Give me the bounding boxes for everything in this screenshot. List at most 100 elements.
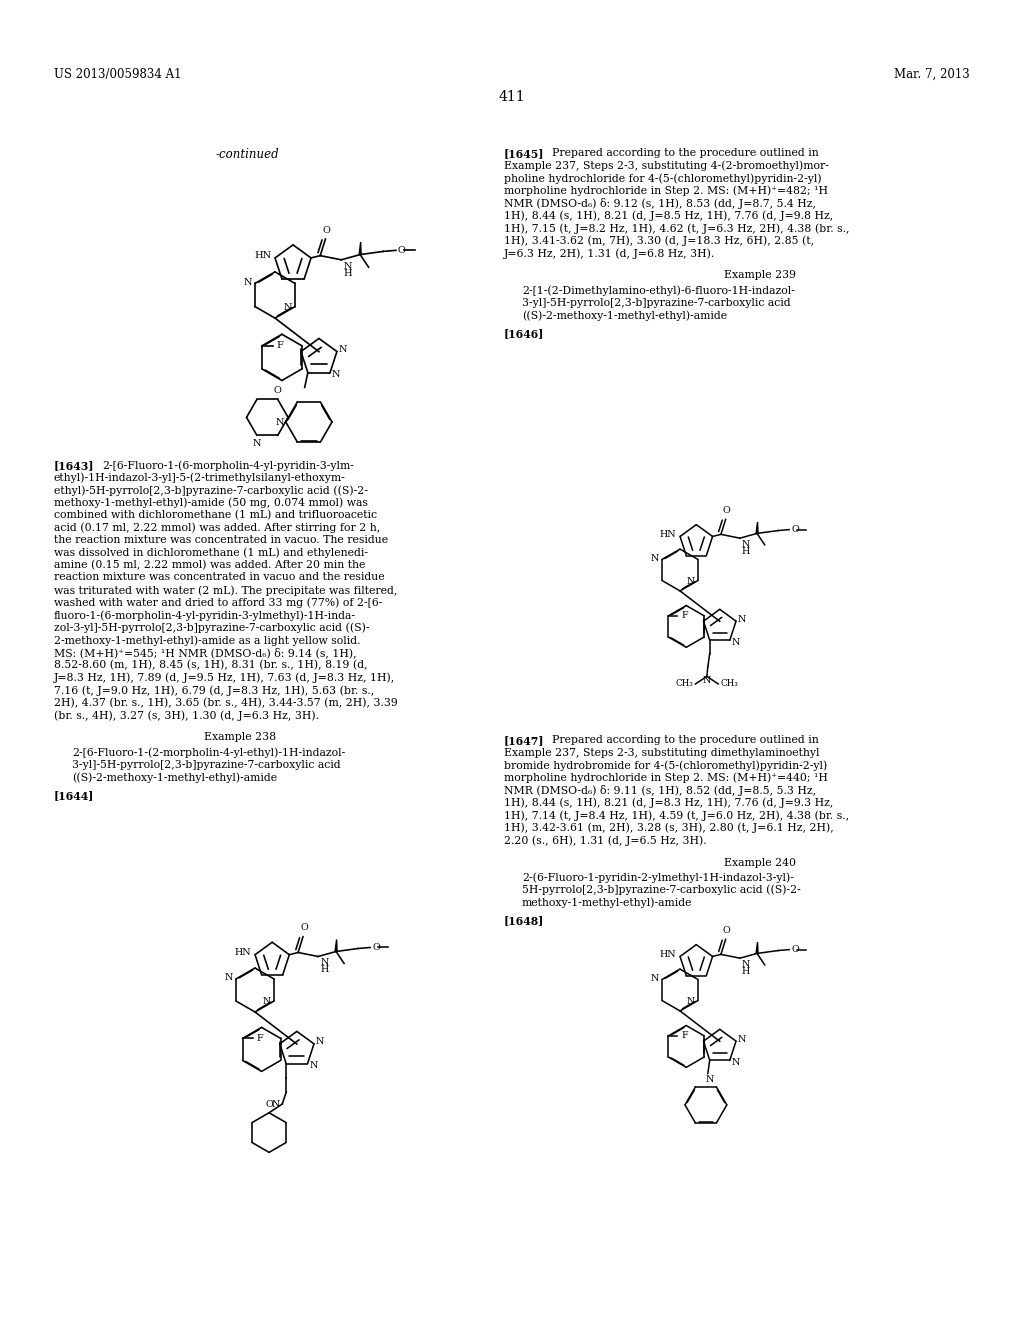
Text: H: H bbox=[742, 968, 751, 977]
Text: F: F bbox=[257, 1034, 263, 1043]
Text: 411: 411 bbox=[499, 90, 525, 104]
Text: NMR (DMSO-d₆) δ: 9.11 (s, 1H), 8.52 (dd, J=8.5, 5.3 Hz,: NMR (DMSO-d₆) δ: 9.11 (s, 1H), 8.52 (dd,… bbox=[504, 785, 816, 796]
Text: H: H bbox=[742, 548, 751, 556]
Text: F: F bbox=[681, 1031, 688, 1040]
Text: ethyl)-5H-pyrrolo[2,3-b]pyrazine-7-carboxylic acid ((S)-2-: ethyl)-5H-pyrrolo[2,3-b]pyrazine-7-carbo… bbox=[54, 484, 368, 495]
Text: O: O bbox=[792, 945, 799, 954]
Text: 3-yl]-5H-pyrrolo[2,3-b]pyrazine-7-carboxylic acid: 3-yl]-5H-pyrrolo[2,3-b]pyrazine-7-carbox… bbox=[522, 297, 791, 308]
Text: N: N bbox=[738, 1035, 746, 1044]
Text: O: O bbox=[792, 525, 799, 535]
Text: O: O bbox=[398, 246, 406, 255]
Text: Prepared according to the procedure outlined in: Prepared according to the procedure outl… bbox=[552, 148, 819, 158]
Text: Example 238: Example 238 bbox=[204, 733, 276, 742]
Text: Example 239: Example 239 bbox=[724, 271, 796, 281]
Text: washed with water and dried to afford 33 mg (77%) of 2-[6-: washed with water and dried to afford 33… bbox=[54, 598, 382, 609]
Text: HN: HN bbox=[254, 251, 271, 260]
Text: N: N bbox=[316, 1038, 325, 1047]
Text: 1H), 3.41-3.62 (m, 7H), 3.30 (d, J=18.3 Hz, 6H), 2.85 (t,: 1H), 3.41-3.62 (m, 7H), 3.30 (d, J=18.3 … bbox=[504, 235, 814, 246]
Text: O: O bbox=[323, 226, 331, 235]
Text: N: N bbox=[687, 577, 695, 586]
Text: MS: (M+H)⁺=545; ¹H NMR (DMSO-d₆) δ: 9.14 (s, 1H),: MS: (M+H)⁺=545; ¹H NMR (DMSO-d₆) δ: 9.14… bbox=[54, 648, 356, 659]
Text: HN: HN bbox=[234, 948, 251, 957]
Text: N: N bbox=[224, 974, 232, 982]
Text: F: F bbox=[681, 611, 688, 620]
Text: N: N bbox=[650, 974, 658, 983]
Text: N: N bbox=[738, 615, 746, 623]
Text: morpholine hydrochloride in Step 2. MS: (M+H)⁺=440; ¹H: morpholine hydrochloride in Step 2. MS: … bbox=[504, 772, 827, 783]
Text: zol-3-yl]-5H-pyrrolo[2,3-b]pyrazine-7-carboxylic acid ((S)-: zol-3-yl]-5H-pyrrolo[2,3-b]pyrazine-7-ca… bbox=[54, 623, 370, 634]
Text: ((S)-2-methoxy-1-methyl-ethyl)-amide: ((S)-2-methoxy-1-methyl-ethyl)-amide bbox=[522, 310, 727, 321]
Text: Example 237, Steps 2-3, substituting dimethylaminoethyl: Example 237, Steps 2-3, substituting dim… bbox=[504, 747, 819, 758]
Text: CH₃: CH₃ bbox=[720, 680, 738, 689]
Text: HN: HN bbox=[659, 950, 676, 958]
Text: N: N bbox=[706, 1074, 715, 1084]
Text: Mar. 7, 2013: Mar. 7, 2013 bbox=[894, 69, 970, 81]
Text: amine (0.15 ml, 2.22 mmol) was added. After 20 min the: amine (0.15 ml, 2.22 mmol) was added. Af… bbox=[54, 560, 366, 570]
Text: pholine hydrochloride for 4-(5-(chloromethyl)pyridin-2-yl): pholine hydrochloride for 4-(5-(chlorome… bbox=[504, 173, 821, 183]
Text: F: F bbox=[276, 342, 284, 350]
Text: O: O bbox=[273, 387, 282, 396]
Text: H: H bbox=[343, 269, 352, 277]
Text: 2-(6-Fluoro-1-pyridin-2-ylmethyl-1H-indazol-3-yl)-: 2-(6-Fluoro-1-pyridin-2-ylmethyl-1H-inda… bbox=[522, 873, 794, 883]
Text: -continued: -continued bbox=[216, 148, 280, 161]
Text: N: N bbox=[272, 1101, 281, 1110]
Text: O: O bbox=[300, 924, 308, 932]
Text: N: N bbox=[332, 370, 341, 379]
Text: reaction mixture was concentrated in vacuo and the residue: reaction mixture was concentrated in vac… bbox=[54, 573, 385, 582]
Text: N: N bbox=[687, 997, 695, 1006]
Text: J=8.3 Hz, 1H), 7.89 (d, J=9.5 Hz, 1H), 7.63 (d, J=8.3 Hz, 1H),: J=8.3 Hz, 1H), 7.89 (d, J=9.5 Hz, 1H), 7… bbox=[54, 672, 395, 682]
Text: [1648]: [1648] bbox=[504, 916, 545, 927]
Text: 1H), 8.44 (s, 1H), 8.21 (d, J=8.3 Hz, 1H), 7.76 (d, J=9.3 Hz,: 1H), 8.44 (s, 1H), 8.21 (d, J=8.3 Hz, 1H… bbox=[504, 797, 834, 808]
Text: H: H bbox=[321, 965, 329, 974]
Text: [1644]: [1644] bbox=[54, 791, 94, 801]
Text: ((S)-2-methoxy-1-methyl-ethyl)-amide: ((S)-2-methoxy-1-methyl-ethyl)-amide bbox=[72, 772, 278, 783]
Text: 2-[6-Fluoro-1-(2-morpholin-4-yl-ethyl)-1H-indazol-: 2-[6-Fluoro-1-(2-morpholin-4-yl-ethyl)-1… bbox=[72, 747, 345, 758]
Text: N: N bbox=[263, 998, 271, 1006]
Text: Prepared according to the procedure outlined in: Prepared according to the procedure outl… bbox=[552, 735, 819, 744]
Text: Example 237, Steps 2-3, substituting 4-(2-bromoethyl)mor-: Example 237, Steps 2-3, substituting 4-(… bbox=[504, 161, 828, 172]
Text: 2-[6-Fluoro-1-(6-morpholin-4-yl-pyridin-3-ylm-: 2-[6-Fluoro-1-(6-morpholin-4-yl-pyridin-… bbox=[102, 459, 354, 470]
Text: methoxy-1-methyl-ethyl)-amide: methoxy-1-methyl-ethyl)-amide bbox=[522, 898, 692, 908]
Polygon shape bbox=[359, 242, 361, 255]
Text: US 2013/0059834 A1: US 2013/0059834 A1 bbox=[54, 69, 181, 81]
Text: [1646]: [1646] bbox=[504, 329, 545, 339]
Text: 2H), 4.37 (br. s., 1H), 3.65 (br. s., 4H), 3.44-3.57 (m, 2H), 3.39: 2H), 4.37 (br. s., 1H), 3.65 (br. s., 4H… bbox=[54, 697, 397, 708]
Text: 5H-pyrrolo[2,3-b]pyrazine-7-carboxylic acid ((S)-2-: 5H-pyrrolo[2,3-b]pyrazine-7-carboxylic a… bbox=[522, 884, 801, 895]
Text: 3-yl]-5H-pyrrolo[2,3-b]pyrazine-7-carboxylic acid: 3-yl]-5H-pyrrolo[2,3-b]pyrazine-7-carbox… bbox=[72, 759, 341, 770]
Text: N: N bbox=[253, 440, 261, 449]
Text: O: O bbox=[372, 942, 380, 952]
Text: fluoro-1-(6-morpholin-4-yl-pyridin-3-ylmethyl)-1H-inda-: fluoro-1-(6-morpholin-4-yl-pyridin-3-ylm… bbox=[54, 610, 356, 620]
Text: N: N bbox=[650, 554, 658, 564]
Text: morpholine hydrochloride in Step 2. MS: (M+H)⁺=482; ¹H: morpholine hydrochloride in Step 2. MS: … bbox=[504, 186, 828, 197]
Text: was triturated with water (2 mL). The precipitate was filtered,: was triturated with water (2 mL). The pr… bbox=[54, 585, 397, 595]
Text: was dissolved in dichloromethane (1 mL) and ethylenedi-: was dissolved in dichloromethane (1 mL) … bbox=[54, 548, 368, 558]
Text: 2.20 (s., 6H), 1.31 (d, J=6.5 Hz, 3H).: 2.20 (s., 6H), 1.31 (d, J=6.5 Hz, 3H). bbox=[504, 836, 707, 846]
Text: O: O bbox=[265, 1100, 273, 1109]
Text: 8.52-8.60 (m, 1H), 8.45 (s, 1H), 8.31 (br. s., 1H), 8.19 (d,: 8.52-8.60 (m, 1H), 8.45 (s, 1H), 8.31 (b… bbox=[54, 660, 368, 671]
Text: 1H), 8.44 (s, 1H), 8.21 (d, J=8.5 Hz, 1H), 7.76 (d, J=9.8 Hz,: 1H), 8.44 (s, 1H), 8.21 (d, J=8.5 Hz, 1H… bbox=[504, 210, 834, 220]
Text: methoxy-1-methyl-ethyl)-amide (50 mg, 0.074 mmol) was: methoxy-1-methyl-ethyl)-amide (50 mg, 0.… bbox=[54, 498, 368, 508]
Text: (br. s., 4H), 3.27 (s, 3H), 1.30 (d, J=6.3 Hz, 3H).: (br. s., 4H), 3.27 (s, 3H), 1.30 (d, J=6… bbox=[54, 710, 319, 721]
Text: Example 240: Example 240 bbox=[724, 858, 796, 867]
Text: acid (0.17 ml, 2.22 mmol) was added. After stirring for 2 h,: acid (0.17 ml, 2.22 mmol) was added. Aft… bbox=[54, 523, 380, 533]
Polygon shape bbox=[756, 942, 758, 953]
Text: N: N bbox=[343, 261, 352, 271]
Text: J=6.3 Hz, 2H), 1.31 (d, J=6.8 Hz, 3H).: J=6.3 Hz, 2H), 1.31 (d, J=6.8 Hz, 3H). bbox=[504, 248, 715, 259]
Text: O: O bbox=[723, 506, 730, 515]
Text: N: N bbox=[275, 417, 284, 426]
Text: 2-[1-(2-Dimethylamino-ethyl)-6-fluoro-1H-indazol-: 2-[1-(2-Dimethylamino-ethyl)-6-fluoro-1H… bbox=[522, 285, 795, 296]
Text: N: N bbox=[742, 960, 751, 969]
Text: N: N bbox=[742, 540, 751, 549]
Text: N: N bbox=[244, 279, 252, 286]
Text: [1643]: [1643] bbox=[54, 459, 94, 471]
Text: O: O bbox=[723, 927, 730, 935]
Text: combined with dichloromethane (1 mL) and trifluoroacetic: combined with dichloromethane (1 mL) and… bbox=[54, 510, 377, 520]
Polygon shape bbox=[335, 940, 337, 952]
Polygon shape bbox=[756, 521, 758, 533]
Text: N: N bbox=[732, 638, 740, 647]
Text: [1647]: [1647] bbox=[504, 735, 545, 746]
Text: ethyl)-1H-indazol-3-yl]-5-(2-trimethylsilanyl-ethoxym-: ethyl)-1H-indazol-3-yl]-5-(2-trimethylsi… bbox=[54, 473, 346, 483]
Text: N: N bbox=[732, 1057, 740, 1067]
Text: [1645]: [1645] bbox=[504, 148, 545, 158]
Text: 2-methoxy-1-methyl-ethyl)-amide as a light yellow solid.: 2-methoxy-1-methyl-ethyl)-amide as a lig… bbox=[54, 635, 360, 645]
